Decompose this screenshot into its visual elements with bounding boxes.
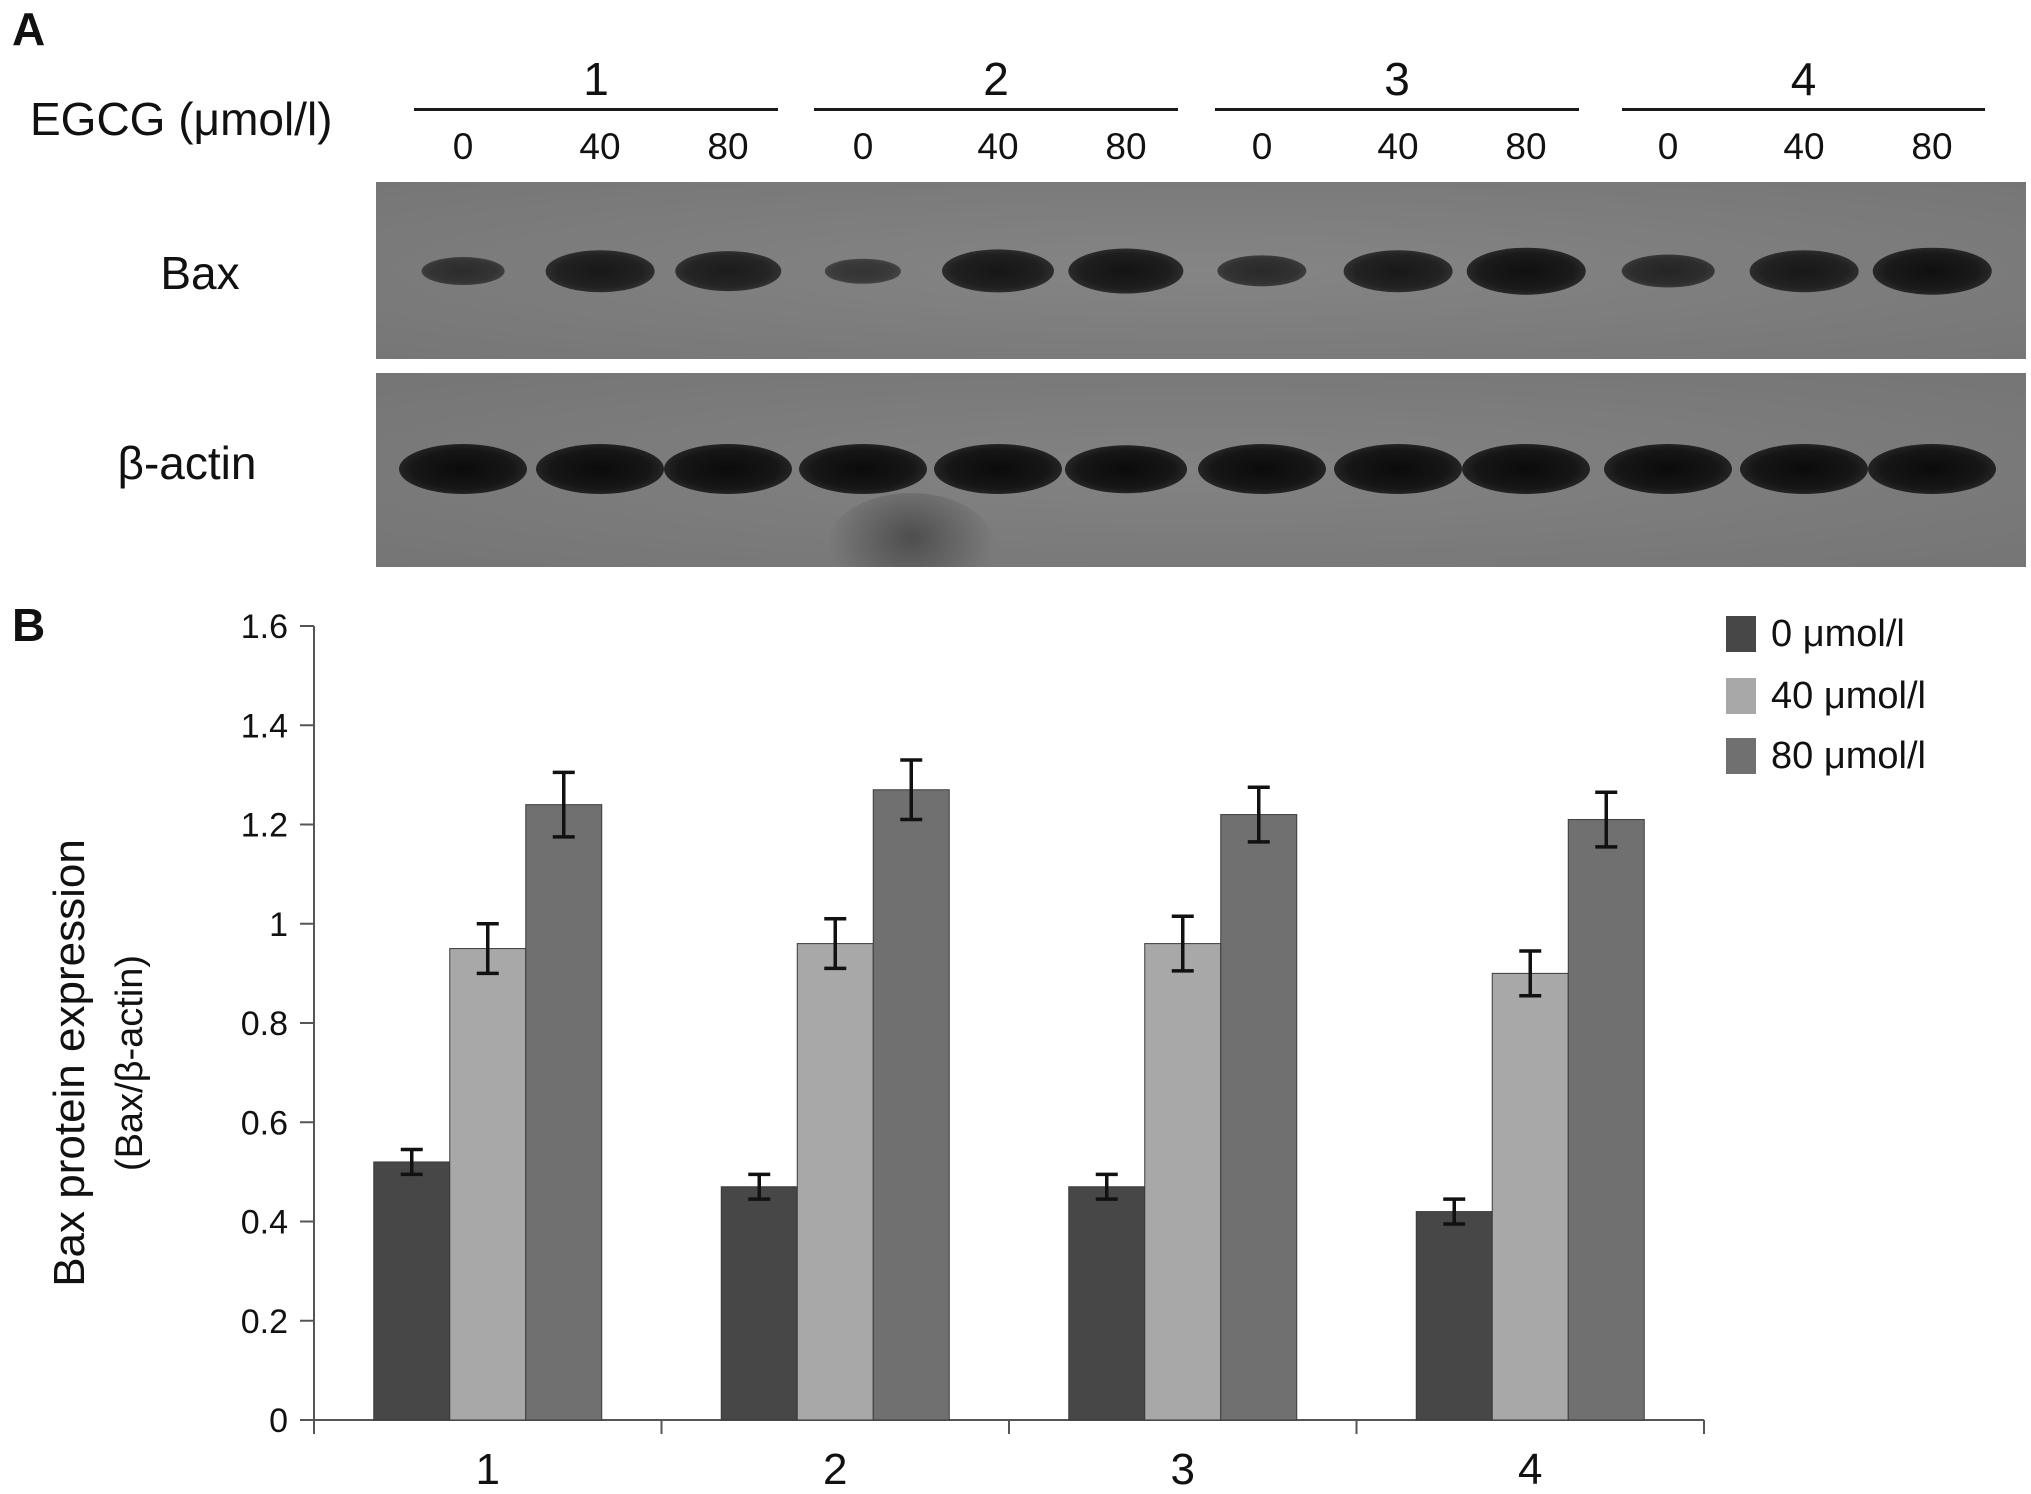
- bax-band-1: [421, 257, 505, 285]
- dose-label-g4-80: 80: [1911, 126, 1953, 167]
- bax-band-4: [824, 258, 902, 284]
- beta-actin-band-8: [1334, 444, 1462, 494]
- y-tick-label-7: 1.4: [241, 707, 288, 745]
- bax-band-5: [942, 249, 1054, 293]
- x-tick-label-3: 3: [1171, 1445, 1195, 1494]
- treatment-label: EGCG (μmol/l): [30, 93, 333, 145]
- dose-label-g3-80: 80: [1505, 126, 1547, 167]
- bax-band-3: [675, 251, 781, 291]
- bax-band-11: [1749, 250, 1859, 292]
- bax-blot: [376, 182, 2026, 359]
- bar-g1-s2: [525, 804, 603, 1421]
- dose-label-g2-80: 80: [1105, 126, 1147, 167]
- y-tick-label-6: 1.2: [241, 807, 288, 845]
- bar-g4-s0: [1415, 1211, 1493, 1421]
- bax-band-12: [1872, 247, 1992, 295]
- bar-g3-s2: [1220, 814, 1298, 1421]
- group-line-4: [1622, 108, 1985, 111]
- beta-actin-band-6: [1065, 445, 1187, 493]
- y-tick-label-2: 0.4: [241, 1204, 288, 1242]
- x-tick-label-1: 1: [476, 1445, 500, 1494]
- beta-actin-band-3: [664, 444, 792, 494]
- group-label-3: 3: [1384, 53, 1410, 105]
- dose-label-g4-0: 0: [1657, 126, 1679, 167]
- beta-actin-band-11: [1740, 444, 1868, 494]
- beta-actin-band-2: [536, 444, 664, 494]
- y-axis-label: Bax protein expression: [45, 839, 94, 1287]
- y-tick-label-1: 0.2: [241, 1303, 288, 1341]
- bax-band-7: [1217, 255, 1307, 287]
- beta-actin-band-10: [1604, 444, 1732, 494]
- x-tick-label-4: 4: [1518, 1445, 1542, 1494]
- x-axis: 1 2 3 4: [313, 1419, 1705, 1494]
- bar-g3-s1: [1144, 943, 1222, 1421]
- legend-label-40: 40 μmol/l: [1771, 675, 1926, 717]
- bax-band-8: [1343, 250, 1453, 292]
- bar-g2-s2: [872, 789, 950, 1421]
- group-line-3: [1215, 108, 1579, 111]
- y-tick-label-3: 0.6: [241, 1104, 288, 1142]
- beta-actin-row-label: β-actin: [117, 437, 257, 489]
- panel-a-label: A: [12, 3, 46, 55]
- beta-actin-band-7: [1198, 444, 1326, 494]
- bar-g1-s1: [449, 948, 527, 1421]
- legend-label-0: 0 μmol/l: [1771, 613, 1905, 655]
- dose-label-g4-40: 40: [1783, 126, 1825, 167]
- group-label-1: 1: [583, 53, 609, 105]
- beta-actin-band-4: [799, 444, 927, 494]
- bax-band-2: [545, 250, 655, 292]
- y-axis: 0 0.2 0.4 0.6 0.8 1 1.2 1.4 1.6: [241, 608, 315, 1440]
- beta-actin-band-9: [1462, 444, 1590, 494]
- y-tick-label-4: 0.8: [241, 1005, 288, 1043]
- blot-divider: [376, 359, 2026, 373]
- bax-row-label: Bax: [160, 247, 240, 299]
- dose-label-g2-0: 0: [852, 126, 874, 167]
- bar-g4-s2: [1567, 819, 1645, 1421]
- y-tick-label-8: 1.6: [241, 608, 288, 646]
- bar-g4-s1: [1491, 972, 1569, 1421]
- beta-actin-band-12: [1868, 444, 1996, 494]
- bax-band-9: [1466, 247, 1586, 295]
- beta-actin-band-5: [934, 444, 1062, 494]
- dose-label-g2-40: 40: [977, 126, 1019, 167]
- bar-g2-s0: [720, 1186, 798, 1421]
- panel-b-label: B: [12, 599, 46, 651]
- beta-actin-band-1: [399, 444, 527, 494]
- y-tick-label-0: 0: [269, 1402, 288, 1440]
- bax-band-6: [1068, 248, 1184, 294]
- y-axis-sublabel: (Bax/β-actin): [109, 955, 151, 1171]
- dose-label-g1-40: 40: [579, 126, 621, 167]
- dose-label-g1-80: 80: [707, 126, 749, 167]
- legend-label-80: 80 μmol/l: [1771, 735, 1926, 777]
- legend-swatch-0: [1726, 616, 1756, 652]
- beta-actin-blot: [376, 373, 2026, 567]
- error-bars: [400, 758, 1618, 1226]
- legend-swatch-80: [1726, 738, 1756, 774]
- bars: [373, 789, 1645, 1421]
- y-tick-label-5: 1: [269, 906, 288, 944]
- dose-label-g1-0: 0: [452, 126, 474, 167]
- legend-swatch-40: [1726, 678, 1756, 714]
- group-label-2: 2: [983, 53, 1009, 105]
- group-line-1: [414, 108, 778, 111]
- bar-g2-s1: [796, 943, 874, 1421]
- bax-band-10: [1621, 254, 1715, 288]
- bar-g1-s0: [373, 1161, 451, 1421]
- dose-label-g3-0: 0: [1251, 126, 1273, 167]
- dose-label-g3-40: 40: [1377, 126, 1419, 167]
- bar-g3-s0: [1068, 1186, 1146, 1421]
- x-tick-label-2: 2: [823, 1445, 847, 1494]
- group-label-4: 4: [1790, 53, 1817, 105]
- group-line-2: [814, 108, 1178, 111]
